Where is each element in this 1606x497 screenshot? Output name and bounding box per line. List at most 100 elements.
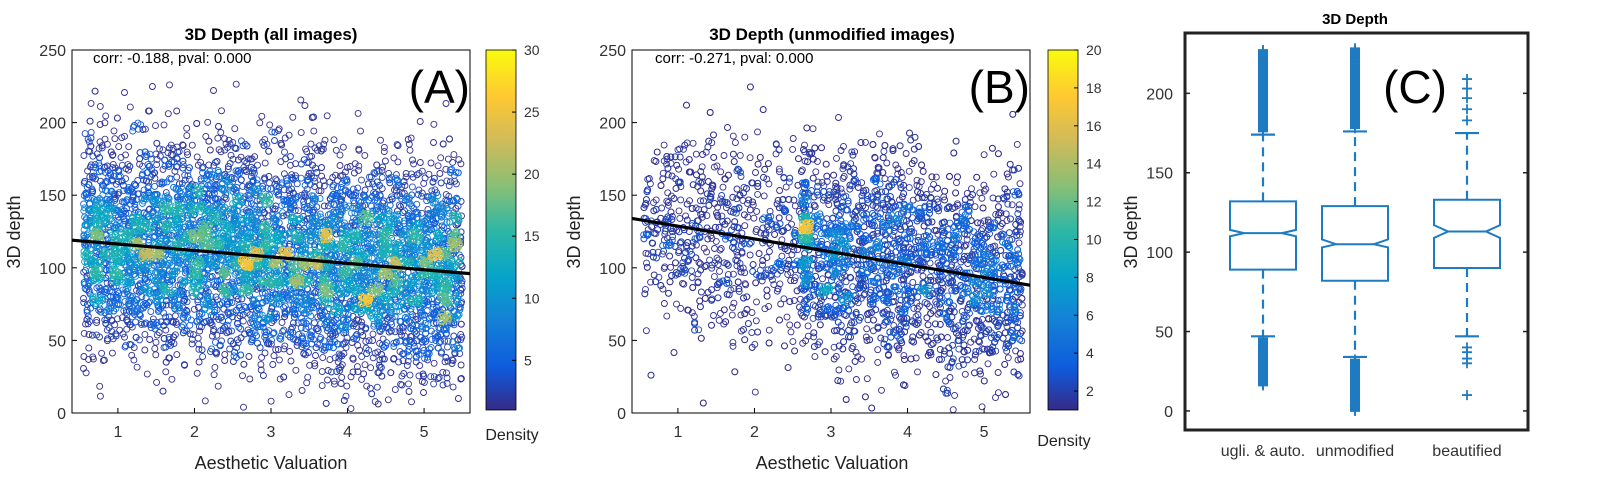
panel-a-point [354, 109, 362, 117]
panel-a-point [318, 382, 326, 390]
panel-a-point [423, 287, 431, 295]
panel-a-point [281, 308, 289, 316]
panel-a-point [300, 201, 308, 209]
panel-a-point [303, 379, 311, 387]
panel-a-point [220, 187, 228, 195]
panel-a-point [356, 346, 364, 354]
panel-a-point [116, 326, 124, 334]
panel-a-point [224, 163, 232, 171]
panel-a-point [297, 96, 305, 104]
panel-a-point [139, 162, 146, 170]
panel-a-point [86, 117, 94, 125]
panel-a-point [231, 348, 238, 356]
panel-a-point [183, 148, 191, 156]
panel-a-point [261, 159, 269, 167]
panel-a-point [245, 353, 253, 360]
panel-a-point [196, 327, 204, 335]
panel-a-point [241, 330, 249, 338]
panel-a-point [184, 172, 192, 180]
panel-a-point [301, 102, 309, 109]
panel-a-point [303, 237, 311, 245]
panel-a-point [127, 276, 135, 284]
panel-a-point [183, 253, 191, 261]
panel-a-point [83, 222, 91, 230]
panel-a-point [170, 183, 178, 191]
panel-a-point [427, 373, 435, 381]
panel-a-point [285, 391, 293, 399]
panel-a-point [394, 181, 402, 189]
panel-a-point [437, 154, 445, 162]
panel-a-point [218, 107, 225, 115]
panel-a-point [179, 157, 187, 165]
panel-a-point [393, 176, 401, 184]
panel-a-point [336, 253, 344, 261]
panel-a-point [103, 316, 111, 324]
panel-a-point [402, 173, 410, 181]
panel-a-point [285, 131, 293, 139]
panel-a-point [392, 339, 400, 346]
panel-a-point [342, 168, 349, 176]
panel-a-point [165, 161, 173, 169]
panel-a-point [445, 182, 453, 190]
panel-a-point [100, 288, 108, 296]
panel-a-point [239, 317, 247, 325]
panel-a-point [372, 241, 380, 249]
panel-a-point [346, 191, 354, 199]
panel-a-point [365, 196, 373, 204]
panel-a-point [319, 354, 327, 362]
panel-a-point [390, 154, 398, 162]
panel-a-point [85, 286, 93, 294]
panel-a-point [108, 328, 116, 336]
panel-a-point [306, 237, 314, 245]
panel-a-point [405, 380, 412, 388]
panel-a-point [319, 345, 327, 353]
panel-a-point [300, 156, 308, 164]
panel-a-point [221, 135, 228, 143]
panel-a-point [424, 349, 432, 357]
panel-a-point [377, 136, 384, 144]
panel-a-point [396, 324, 404, 332]
panel-a-point [451, 313, 459, 321]
panel-a-point [312, 352, 319, 359]
panel-a-point [415, 169, 423, 177]
panel-a-point [430, 208, 438, 216]
panel-a-point [227, 309, 234, 317]
panel-a-point [336, 367, 344, 374]
panel-a-point [203, 317, 210, 325]
panel-a-point [423, 350, 431, 358]
panel-a-point [102, 112, 110, 120]
panel-a-point [404, 136, 412, 143]
panel-a-point [147, 308, 155, 316]
panel-a-point [96, 382, 104, 390]
panel-a-point [260, 141, 268, 149]
panel-a-point [211, 225, 219, 233]
panel-a-point [259, 138, 267, 146]
panel-a-point [411, 251, 418, 259]
panel-a-point [366, 230, 374, 238]
panel-a-point [256, 344, 264, 352]
panel-a-points [80, 80, 466, 413]
panel-a-point [444, 155, 452, 163]
panel-a-point [381, 320, 389, 328]
panel-a-point [233, 320, 241, 327]
panel-a-point [210, 87, 217, 94]
panel-a-point [376, 313, 384, 320]
panel-a-point [100, 356, 108, 364]
panel-a-point [376, 192, 384, 200]
panel-a-point [293, 298, 301, 306]
panel-a-point [179, 164, 187, 172]
panel-a-point [243, 142, 251, 150]
panel-a-point [451, 345, 459, 353]
panel-a-point [212, 313, 220, 321]
panel-a-point [266, 121, 274, 129]
panel-a-point [247, 233, 255, 241]
panel-a-point [228, 313, 236, 321]
panel-a-point [369, 207, 377, 215]
panel-a-point [444, 357, 452, 365]
panel-a-point [115, 166, 123, 174]
panel-a-point [302, 205, 310, 213]
panel-a-point [87, 134, 95, 142]
panel-a-point [365, 346, 373, 354]
panel-a-point [111, 135, 119, 143]
